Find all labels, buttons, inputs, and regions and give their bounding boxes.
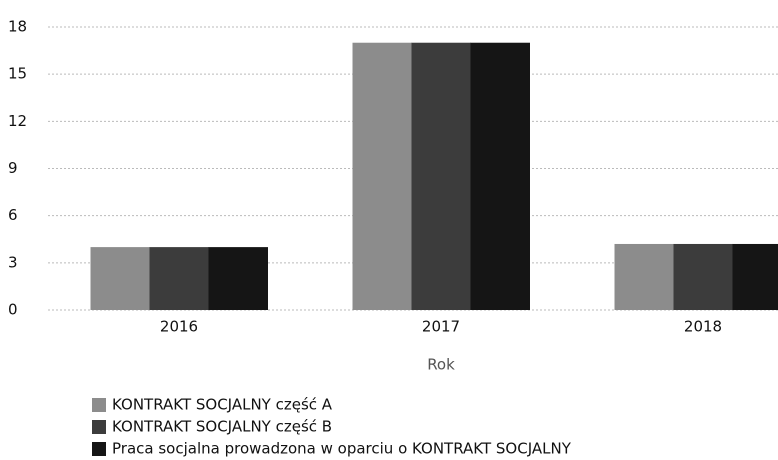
y-tick-label: 3 (8, 253, 18, 271)
bar (470, 42, 530, 310)
bar (352, 42, 412, 310)
bar (614, 243, 674, 310)
y-tick-label: 9 (8, 159, 18, 177)
legend-label: Praca socjalna prowadzona w oparciu o KO… (112, 440, 572, 458)
y-tick-label: 0 (8, 301, 18, 319)
x-tick-label: 2017 (422, 318, 460, 336)
x-axis-label: Rok (427, 356, 455, 374)
legend-swatch (92, 398, 106, 412)
legend-swatch (92, 420, 106, 434)
legend-label: KONTRAKT SOCJALNY część A (112, 396, 333, 414)
bar (732, 243, 778, 310)
bar (673, 243, 733, 310)
bar (208, 247, 268, 310)
bar (90, 247, 150, 310)
bar (411, 42, 471, 310)
legend-label: KONTRAKT SOCJALNY część B (112, 418, 332, 436)
legend-swatch (92, 442, 106, 456)
y-tick-label: 12 (8, 112, 27, 130)
bar (149, 247, 209, 310)
x-tick-label: 2016 (160, 318, 198, 336)
y-tick-label: 6 (8, 206, 18, 224)
x-tick-label: 2018 (684, 318, 722, 336)
y-tick-label: 18 (8, 18, 27, 36)
y-tick-label: 15 (8, 65, 27, 83)
